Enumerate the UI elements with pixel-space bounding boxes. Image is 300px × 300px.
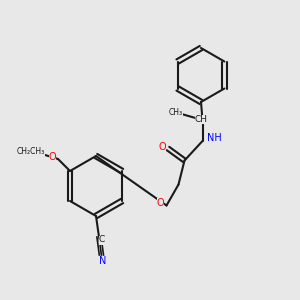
Text: C: C — [99, 236, 105, 244]
Text: CH: CH — [194, 115, 208, 124]
Text: O: O — [159, 142, 167, 152]
Text: CH₂CH₃: CH₂CH₃ — [17, 147, 45, 156]
Text: N: N — [99, 256, 106, 266]
Text: O: O — [157, 197, 164, 208]
Text: CH₃: CH₃ — [168, 108, 183, 117]
Text: NH: NH — [207, 133, 222, 143]
Text: O: O — [49, 152, 56, 163]
